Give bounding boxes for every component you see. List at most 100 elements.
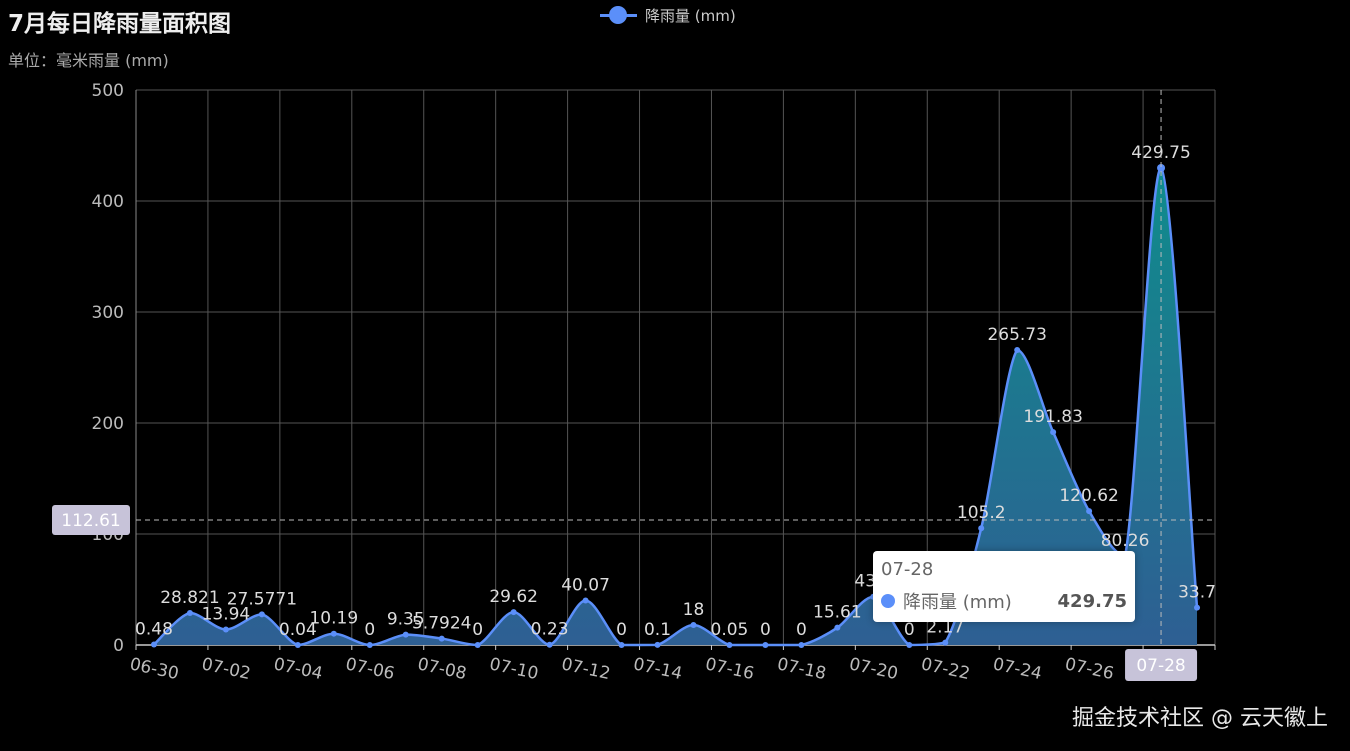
data-label: 15.61 xyxy=(813,603,862,623)
x-tick-label: 06-30 xyxy=(128,654,180,684)
data-label: 10.19 xyxy=(309,609,358,629)
data-label: 0 xyxy=(364,620,375,640)
data-label: 18 xyxy=(683,600,705,620)
y-axis: 0100200300400500 xyxy=(92,81,137,656)
y-tick-label: 200 xyxy=(92,414,124,434)
data-label: 105.2 xyxy=(957,503,1006,523)
series-line xyxy=(153,166,1199,647)
data-point[interactable] xyxy=(474,642,481,648)
data-label: 265.73 xyxy=(987,325,1046,345)
data-label: 29.62 xyxy=(489,587,538,607)
data-label: 0 xyxy=(796,620,807,640)
data-point[interactable] xyxy=(1157,163,1166,172)
x-tick-label: 07-14 xyxy=(631,654,683,684)
y-tick-label: 400 xyxy=(92,192,124,212)
data-point[interactable] xyxy=(1194,604,1201,611)
data-point[interactable] xyxy=(258,611,265,618)
tooltip-row: 降雨量 (mm) 429.75 xyxy=(881,588,1127,614)
data-label: 0.23 xyxy=(531,620,569,640)
chart-subtitle: 单位：毫米雨量 (mm) xyxy=(8,51,169,70)
data-label: 13.94 xyxy=(202,605,251,625)
legend-label: 降雨量 (mm) xyxy=(645,6,736,25)
y-tick-label: 0 xyxy=(113,636,124,656)
data-label: 0.48 xyxy=(135,619,173,639)
data-point[interactable] xyxy=(654,641,661,648)
x-tick-label: 07-22 xyxy=(919,654,971,684)
tooltip-value: 429.75 xyxy=(1057,590,1127,612)
data-point[interactable] xyxy=(762,642,769,648)
data-label: 9.35 xyxy=(387,610,425,630)
x-tick-label: 07-06 xyxy=(344,654,396,684)
data-label: 80.26 xyxy=(1101,531,1150,551)
data-point[interactable] xyxy=(834,624,841,631)
axis-pointer-x-label: 07-28 xyxy=(1136,656,1185,676)
data-point[interactable] xyxy=(546,641,553,648)
data-point[interactable] xyxy=(150,641,157,648)
data-point[interactable] xyxy=(186,610,193,617)
x-tick-label: 07-24 xyxy=(991,654,1043,684)
data-point[interactable] xyxy=(582,597,589,604)
tooltip-date: 07-28 xyxy=(881,559,934,580)
data-point[interactable] xyxy=(1086,508,1093,515)
tooltip: 07-28 降雨量 (mm) 429.75 xyxy=(873,551,1135,622)
axis-pointer: 112.61 07-28 xyxy=(52,90,1215,681)
x-tick-label: 07-04 xyxy=(272,654,324,684)
axis-pointer-y-label: 112.61 xyxy=(61,511,120,531)
data-point[interactable] xyxy=(366,642,373,648)
data-label: 0 xyxy=(472,620,483,640)
x-tick-label: 07-18 xyxy=(775,654,827,684)
x-tick-label: 07-10 xyxy=(488,654,540,684)
y-tick-label: 300 xyxy=(92,303,124,323)
data-point[interactable] xyxy=(222,626,229,633)
data-label: 2.17 xyxy=(926,618,964,638)
data-point[interactable] xyxy=(1050,429,1057,436)
data-label: 33.7 xyxy=(1178,583,1216,603)
data-point[interactable] xyxy=(510,609,517,616)
legend-item[interactable]: 降雨量 (mm) xyxy=(600,5,736,25)
data-point[interactable] xyxy=(618,642,625,648)
legend-line-dot-icon xyxy=(600,5,637,25)
data-label: 0 xyxy=(760,620,771,640)
data-point[interactable] xyxy=(798,642,805,648)
data-label: 0.1 xyxy=(644,620,671,640)
data-label: 27.5771 xyxy=(227,589,297,609)
data-point[interactable] xyxy=(438,635,445,642)
data-label: 120.62 xyxy=(1059,486,1118,506)
data-label: 429.75 xyxy=(1131,143,1190,163)
x-tick-label: 07-20 xyxy=(847,654,899,684)
data-label: 0.05 xyxy=(711,620,749,640)
data-point[interactable] xyxy=(942,639,949,646)
x-tick-label: 07-26 xyxy=(1063,654,1115,684)
data-point[interactable] xyxy=(294,641,301,648)
x-axis: 06-30 07-02 07-04 07-06 07-08 07-10 07-12 07-14… xyxy=(128,644,1216,684)
data-label: 40.07 xyxy=(561,576,610,596)
tooltip-series-name: 降雨量 (mm) xyxy=(903,592,1012,613)
data-point[interactable] xyxy=(330,630,337,637)
chart-title: 7月每日降雨量面积图 xyxy=(8,11,232,37)
watermark: 掘金技术社区 @ 云天徽上 xyxy=(1072,706,1328,731)
data-point[interactable] xyxy=(726,641,733,648)
x-tick-label: 07-12 xyxy=(560,654,612,684)
data-point[interactable] xyxy=(906,642,913,648)
x-tick-label: 07-02 xyxy=(200,654,252,684)
x-tick-label: 07-16 xyxy=(703,654,755,684)
data-point[interactable] xyxy=(978,525,985,532)
data-label: 0 xyxy=(616,620,627,640)
data-label: 191.83 xyxy=(1023,407,1082,427)
series-line-path xyxy=(153,166,1199,647)
tooltip-series-dot-icon xyxy=(881,594,895,608)
data-point[interactable] xyxy=(690,622,697,629)
data-point[interactable] xyxy=(402,631,409,638)
data-label: 0.04 xyxy=(279,620,317,640)
data-point[interactable] xyxy=(1014,347,1021,354)
data-label: 5.7924 xyxy=(412,614,471,634)
y-tick-label: 500 xyxy=(92,81,124,101)
series-points[interactable] xyxy=(150,163,1201,648)
axis-pointer-y-badge xyxy=(52,505,130,536)
data-label: 28.821 xyxy=(160,588,219,608)
x-tick-label: 07-08 xyxy=(416,654,468,684)
axis-pointer-x-badge xyxy=(1125,649,1198,681)
